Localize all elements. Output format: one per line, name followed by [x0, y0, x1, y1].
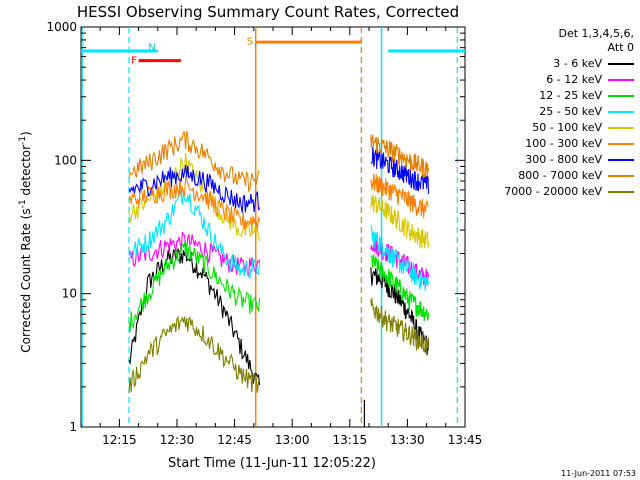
series-line: [128, 315, 260, 393]
series-line: [128, 247, 261, 386]
legend-entry: 800 - 7000 keV: [518, 168, 634, 184]
x-tick-label: 12:30: [160, 433, 195, 447]
legend-entry: 6 - 12 keV: [546, 72, 634, 88]
flag-label: S: [247, 36, 253, 47]
legend-entry: 300 - 800 keV: [525, 152, 634, 168]
x-axis-ticks: 12:15 12:30 12:45 13:00 13:15 13:30 13:45: [80, 27, 483, 447]
x-tick-label: 13:00: [275, 433, 310, 447]
x-axis-label: Start Time (11-Jun-11 12:05:22): [168, 456, 376, 471]
y-axis-label-mid: detector: [19, 145, 33, 200]
series-line: [128, 130, 260, 193]
y-axis-label: Corrected Count Rate (s-1 detector-1): [18, 131, 33, 352]
legend-swatch: [608, 79, 634, 81]
x-tick-label: 13:15: [333, 433, 368, 447]
series-line: [370, 194, 430, 249]
chart-title: HESSI Observing Summary Count Rates, Cor…: [77, 3, 459, 21]
legend-entry: 3 - 6 keV: [553, 56, 634, 72]
legend-swatch: [608, 191, 634, 193]
series-line: [128, 231, 261, 277]
legend-swatch: [608, 127, 634, 129]
legend-swatch: [608, 111, 634, 113]
y-tick-label: 10: [62, 287, 77, 301]
legend-swatch: [608, 95, 634, 97]
legend-entry: 7000 - 20000 keV: [504, 184, 634, 200]
legend-swatch: [608, 159, 634, 161]
timestamp: 11-Jun-2011 07:53: [561, 469, 636, 478]
legend-entry: 100 - 300 keV: [525, 136, 634, 152]
y-tick-label: 1: [69, 420, 77, 434]
series-line: [128, 153, 261, 242]
y-axis-label-prefix: Corrected Count Rate (s: [19, 208, 33, 352]
legend-swatch: [608, 143, 634, 145]
series-line: [128, 190, 261, 279]
flag-label: N: [148, 43, 155, 54]
legend-entry: 25 - 50 keV: [539, 104, 634, 120]
series-lines: [128, 130, 430, 393]
series-line: [370, 298, 430, 354]
series-line: [370, 267, 430, 356]
y-axis-label-suffix: ): [19, 131, 33, 136]
legend-swatch: [608, 175, 634, 177]
x-tick-label: 13:30: [390, 433, 425, 447]
x-tick-label: 13:45: [448, 433, 483, 447]
y-tick-label: 100: [54, 153, 77, 167]
series-line: [370, 173, 429, 219]
y-axis-label-sup: -1: [18, 199, 28, 208]
legend-entry: 50 - 100 keV: [532, 120, 634, 136]
flag-label: F: [131, 56, 137, 67]
legend-title-line1: Det 1,3,4,5,6,: [558, 27, 634, 40]
series-line: [128, 164, 261, 213]
series-line: [370, 225, 430, 292]
x-tick-label: 12:45: [217, 433, 252, 447]
series-line: [370, 134, 430, 178]
y-axis-ticks: 1 10 100 1000: [46, 20, 465, 434]
series-line: [370, 254, 430, 322]
legend-title-line2: Att 0: [607, 41, 634, 54]
y-tick-label: 1000: [46, 20, 77, 34]
y-axis-label-sup2: -1: [18, 136, 28, 145]
legend-entry: 12 - 25 keV: [539, 88, 634, 104]
x-tick-label: 12:15: [102, 433, 137, 447]
series-line: [128, 175, 261, 230]
legend-swatch: [608, 63, 634, 65]
series-line: [128, 241, 261, 332]
